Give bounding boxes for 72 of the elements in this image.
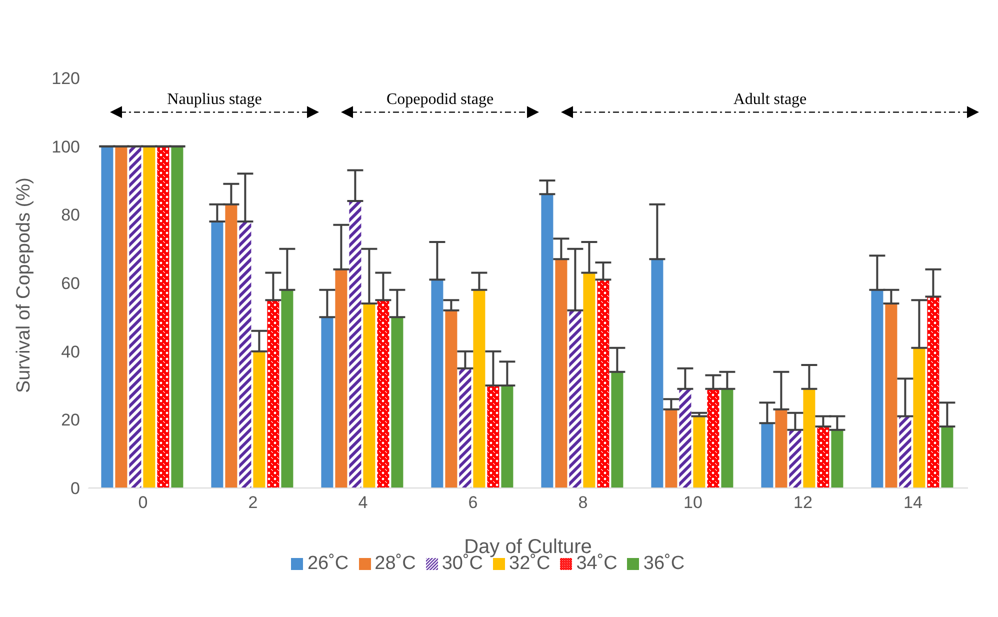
x-tick-label: 6 [468,493,478,512]
bar [171,146,184,488]
bar [321,317,334,488]
bar [473,290,486,488]
bar [143,146,156,488]
bar [555,259,568,488]
x-tick-label: 12 [794,493,812,512]
y-tick-label: 20 [61,410,80,430]
bar [211,222,224,488]
bar [377,300,390,488]
x-tick-label: 10 [684,493,702,512]
x-tick-label: 14 [904,493,922,512]
bar [927,296,940,488]
bar [665,409,678,488]
legend-label: 32˚C [509,553,550,574]
legend-label: 34˚C [576,553,618,574]
bar [253,351,266,488]
x-tick-label: 0 [138,493,148,512]
bar [431,280,444,488]
bar [267,300,280,488]
bar [115,146,128,488]
bar [913,348,926,488]
legend-label: 26˚C [307,553,349,574]
y-tick-label: 0 [70,479,80,498]
bar [597,280,610,488]
bar [363,304,376,488]
bar [789,430,802,488]
bar [487,386,500,488]
y-tick-label: 80 [61,206,80,225]
bar [899,416,912,488]
x-tick-label: 2 [248,493,258,512]
legend-label: 28˚C [374,553,416,574]
annotation: Nauplius stage [167,91,262,108]
bar [157,146,170,488]
bar [871,290,884,488]
y-tick-label: 120 [52,69,80,88]
bar [225,204,238,488]
bar [775,409,788,488]
x-tick-label: 8 [578,493,588,512]
bar [583,272,596,488]
bar [569,310,582,488]
bar [101,146,114,488]
annotation: Copepodid stage [386,91,494,108]
bar [501,386,514,488]
bar [335,269,348,488]
bar [693,416,706,488]
bar [817,426,830,488]
bar [803,388,816,488]
bar [445,310,458,488]
y-tick-label: 60 [61,274,80,294]
bar [611,372,624,488]
bar [281,290,294,488]
bar [391,317,404,488]
y-axis-title: Survival of Copepods (%) [14,178,35,393]
bar [721,388,734,488]
bar [707,388,720,488]
bar [349,201,362,488]
bar [761,423,774,488]
legend-label: 36˚C [643,553,685,574]
bar [541,194,554,488]
bar [459,368,472,488]
y-tick-label: 40 [61,342,80,362]
x-tick-label: 4 [358,493,368,512]
bar [239,222,252,488]
bar [679,388,692,488]
annotation: Adult stage [733,91,807,108]
bar [885,304,898,488]
bar [831,430,844,488]
y-tick-label: 100 [52,137,80,156]
bar [129,146,142,488]
bar [651,259,664,488]
bar [941,426,954,488]
